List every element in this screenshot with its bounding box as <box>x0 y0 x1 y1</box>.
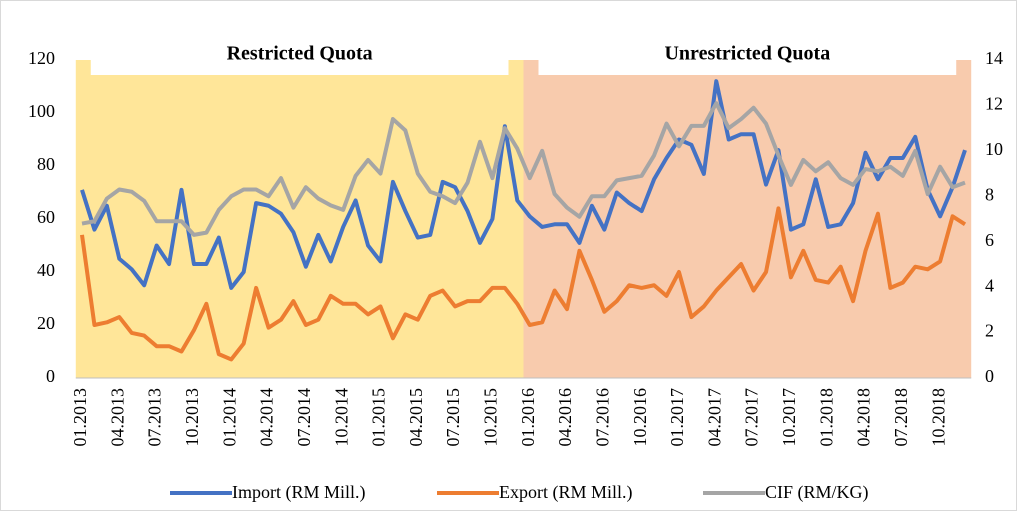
legend-label: Export (RM Mill.) <box>499 482 633 503</box>
x-tick-label: 04.2014 <box>257 388 277 447</box>
region-label-box <box>90 58 509 75</box>
y2-tick-label: 6 <box>985 230 994 250</box>
x-tick-label: 01.2014 <box>219 388 239 447</box>
y-tick-label: 120 <box>28 48 55 68</box>
y-tick-label: 40 <box>37 260 55 280</box>
x-tick-label: 04.2016 <box>555 388 575 447</box>
y2-tick-label: 0 <box>985 366 994 386</box>
x-tick-label: 10.2016 <box>630 388 650 447</box>
series-line <box>80 79 967 290</box>
x-tick-label: 07.2013 <box>145 388 165 447</box>
y-tick-label: 20 <box>37 313 55 333</box>
legend-label: CIF (RM/KG) <box>765 482 869 503</box>
y2-tick-label: 12 <box>985 94 1003 114</box>
x-tick-label: 10.2015 <box>481 388 501 447</box>
x-tick-label: 07.2017 <box>742 388 762 447</box>
legend-label: Import (RM Mill.) <box>232 482 366 503</box>
series-line <box>81 101 966 237</box>
x-tick-label: 01.2015 <box>369 388 389 447</box>
x-tick-label: 01.2016 <box>518 388 538 447</box>
x-tick-label: 01.2017 <box>667 388 687 447</box>
y2-tick-label: 14 <box>985 48 1003 68</box>
y-tick-label: 0 <box>46 366 55 386</box>
x-tick-label: 10.2018 <box>928 388 948 447</box>
quota-region <box>523 60 972 378</box>
x-tick-label: 04.2013 <box>107 388 127 447</box>
region-label-box <box>538 58 957 75</box>
region-label: Unrestricted Quota <box>664 43 830 65</box>
x-tick-label: 10.2017 <box>779 388 799 447</box>
x-tick-label: 10.2013 <box>182 388 202 447</box>
quota-region <box>75 60 524 378</box>
x-tick-label: 07.2018 <box>891 388 911 447</box>
y-tick-label: 100 <box>28 101 55 121</box>
x-tick-label: 01.2013 <box>70 388 90 447</box>
x-tick-label: 04.2015 <box>406 388 426 447</box>
y2-tick-label: 8 <box>985 184 994 204</box>
series-line <box>80 206 967 362</box>
y-tick-label: 60 <box>37 207 55 227</box>
x-tick-label: 04.2018 <box>854 388 874 447</box>
y2-tick-label: 10 <box>985 139 1003 159</box>
x-tick-label: 04.2017 <box>704 388 724 447</box>
x-tick-label: 07.2014 <box>294 388 314 447</box>
x-tick-label: 01.2018 <box>816 388 836 447</box>
y2-tick-label: 4 <box>985 275 994 295</box>
x-tick-label: 07.2015 <box>443 388 463 447</box>
y2-tick-label: 2 <box>985 321 994 341</box>
x-tick-label: 07.2016 <box>592 388 612 447</box>
region-label: Restricted Quota <box>227 43 373 65</box>
y-tick-label: 80 <box>37 154 55 174</box>
x-tick-label: 10.2014 <box>331 388 351 447</box>
